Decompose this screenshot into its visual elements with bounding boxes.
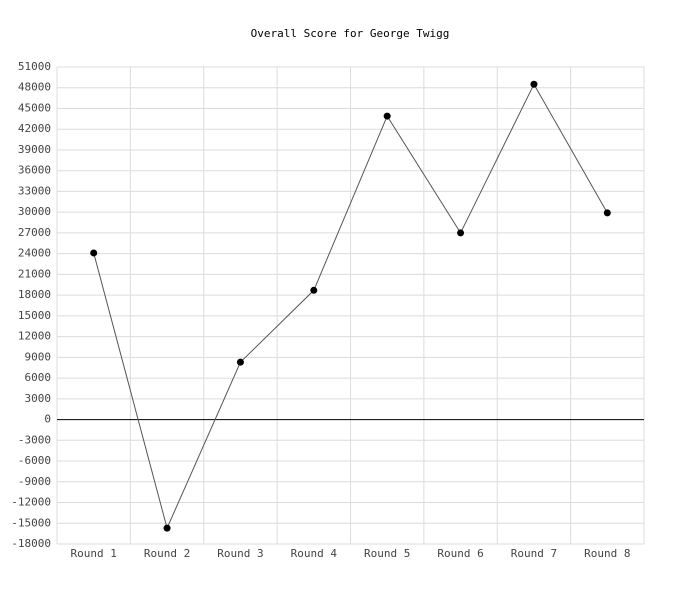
y-tick-label: 36000 — [18, 164, 51, 177]
y-tick-label: -6000 — [18, 454, 51, 467]
y-tick-label: -3000 — [18, 433, 51, 446]
y-tick-label: 3000 — [25, 392, 52, 405]
y-tick-label: 27000 — [18, 226, 51, 239]
y-tick-label: 33000 — [18, 184, 51, 197]
y-tick-label: 48000 — [18, 81, 51, 94]
x-tick-label: Round 4 — [291, 547, 338, 560]
point — [530, 80, 538, 88]
y-tick-label: 30000 — [18, 205, 51, 218]
x-tick-label: Round 5 — [364, 547, 410, 560]
y-tick-label: -18000 — [11, 537, 51, 550]
x-tick-label: Round 2 — [144, 547, 190, 560]
point — [90, 249, 98, 257]
point — [236, 358, 244, 366]
y-tick-label: 0 — [44, 413, 51, 426]
point — [163, 524, 171, 532]
y-tick-label: 24000 — [18, 247, 51, 260]
y-tick-label: 18000 — [18, 288, 51, 301]
y-tick-label: 45000 — [18, 101, 51, 114]
x-tick-label: Round 7 — [511, 547, 557, 560]
y-tick-label: 39000 — [18, 143, 51, 156]
x-tick-label: Round 8 — [584, 547, 630, 560]
point — [310, 286, 318, 294]
x-tick-label: Round 6 — [437, 547, 483, 560]
y-tick-label: 12000 — [18, 330, 51, 343]
y-tick-label: -12000 — [11, 496, 51, 509]
y-tick-label: 9000 — [25, 350, 52, 363]
point — [603, 209, 611, 217]
y-tick-label: 42000 — [18, 122, 51, 135]
x-tick-label: Round 1 — [71, 547, 117, 560]
y-tick-label: 21000 — [18, 267, 51, 280]
y-tick-label: 6000 — [25, 371, 52, 384]
chart-title: Overall Score for George Twigg — [251, 27, 450, 40]
point — [457, 229, 465, 237]
y-tick-label: 51000 — [18, 60, 51, 73]
y-tick-label: 15000 — [18, 309, 51, 322]
y-tick-label: -9000 — [18, 475, 51, 488]
line — [93, 83, 608, 530]
y-tick-label: -15000 — [11, 516, 51, 529]
x-tick-label: Round 3 — [217, 547, 263, 560]
point — [383, 112, 391, 120]
